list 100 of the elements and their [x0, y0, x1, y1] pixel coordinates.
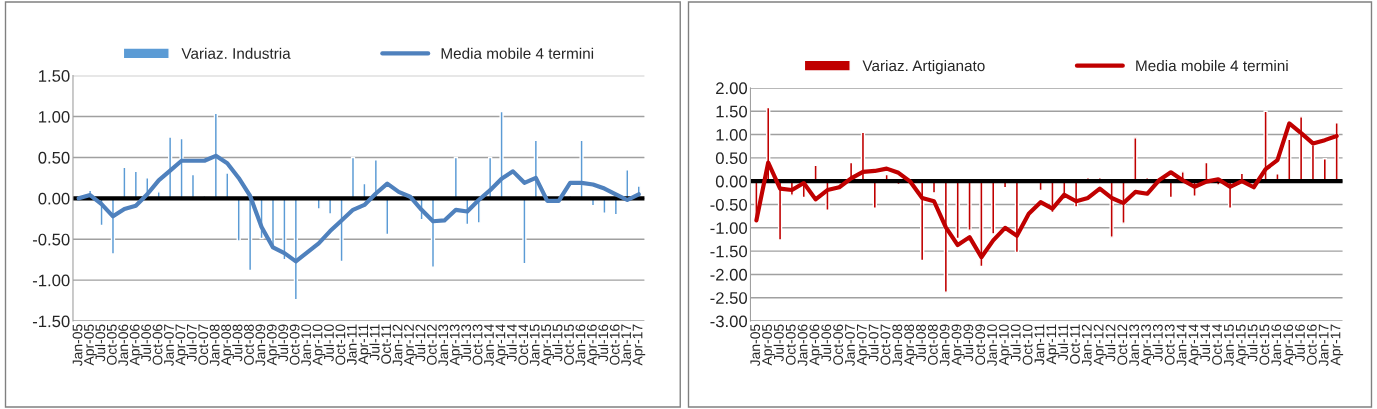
x-tick-label: Oct-15: [564, 324, 574, 365]
x-tick-label: Jul-08: [232, 324, 243, 362]
x-tick-label: Oct-14: [518, 324, 529, 365]
y-tick-label: -1.50: [710, 245, 748, 258]
legend-label: Variaz. Artigianato: [862, 59, 985, 75]
y-tick-label: -2.00: [710, 268, 748, 281]
x-tick-label: Apr-16: [1283, 324, 1296, 366]
x-tick-label: Oct-06: [152, 324, 163, 365]
x-tick-label: Jul-12: [415, 324, 426, 362]
x-tick-label: Apr-11: [1046, 324, 1059, 365]
y-tick-label: 0.50: [715, 152, 748, 165]
x-tick-label: Jul-07: [186, 324, 197, 362]
x-tick-label: Apr-08: [221, 324, 234, 366]
x-tick-label: Oct-15: [1259, 324, 1270, 365]
x-tick-label: Apr-07: [175, 324, 189, 366]
x-tick-label: Jul-05: [95, 324, 106, 362]
y-tick-label: 0.00: [715, 175, 748, 188]
x-tick-label: Apr-14: [1188, 324, 1202, 366]
x-tick-label: Apr-15: [1235, 324, 1249, 366]
x-tick-label: Apr-16: [586, 324, 600, 366]
x-tick-label: Jul-11: [1057, 324, 1069, 361]
x-tick-label: Oct-11: [1070, 324, 1080, 364]
x-tick-label: Jan-13: [1129, 324, 1140, 367]
x-tick-label: Apr-06: [809, 324, 823, 366]
x-tick-label: Oct-09: [289, 324, 300, 365]
y-tick-label: 0.50: [38, 151, 70, 164]
x-tick-label: Oct-05: [106, 324, 117, 365]
x-tick-label: Jan-10: [301, 324, 312, 367]
x-tick-label: Jul-14: [1199, 324, 1211, 362]
x-tick-label: Jul-13: [1152, 324, 1163, 362]
x-tick-label: Apr-13: [1141, 324, 1154, 366]
x-tick-label: Jul-08: [915, 324, 926, 362]
x-tick-label: Jan-14: [484, 324, 494, 367]
x-tick-label: Apr-08: [904, 324, 917, 366]
x-tick-label: Jul-12: [1105, 324, 1116, 362]
x-tick-label: Jul-16: [1294, 324, 1305, 362]
x-tick-label: Jan-15: [1224, 324, 1234, 367]
x-tick-label: Oct-11: [381, 324, 392, 364]
x-tick-label: Apr-05: [84, 324, 97, 366]
y-tick-label: 2.00: [716, 82, 748, 95]
x-tick-label: Jul-10: [1010, 324, 1021, 362]
x-tick-label: Jan-11: [1034, 324, 1045, 366]
y-tick-label: -1.00: [710, 222, 748, 235]
x-tick-label: Oct-10: [335, 324, 346, 365]
x-tick-label: Jul-09: [277, 324, 289, 362]
x-tick-label: Oct-06: [833, 324, 844, 365]
x-tick-label: Jan-17: [621, 324, 632, 367]
x-tick-label: Oct-13: [472, 324, 483, 365]
x-tick-label: Jul-11: [369, 324, 380, 361]
x-tick-label: Oct-07: [880, 324, 891, 365]
x-tick-label: Jan-06: [118, 324, 129, 367]
x-tick-label: Jul-05: [773, 324, 784, 362]
x-tick-label: Jan-09: [255, 324, 266, 367]
x-tick-label: Oct-16: [609, 324, 620, 365]
legend-label: Variaz. Industria: [181, 47, 291, 59]
x-tick-label: Jul-09: [963, 324, 974, 362]
x-tick-label: Jan-08: [209, 324, 220, 367]
y-tick-label: 1.00: [39, 110, 70, 123]
y-tick-label: -1.50: [32, 315, 70, 328]
x-tick-label: Apr-07: [856, 324, 870, 366]
x-tick-label: Oct-12: [426, 324, 437, 365]
y-tick-label: -0.50: [710, 198, 748, 211]
x-tick-label: Jan-08: [892, 324, 903, 367]
x-tick-label: Apr-09: [951, 324, 965, 366]
legend-label: Media mobile 4 termini: [441, 47, 594, 59]
x-tick-label: Jan-09: [939, 324, 950, 367]
x-tick-label: Jan-07: [845, 324, 855, 367]
x-tick-label: Oct-09: [975, 324, 986, 365]
x-tick-label: Oct-16: [1306, 324, 1317, 365]
y-tick-label: 1.00: [716, 128, 748, 141]
x-tick-label: Oct-14: [1212, 324, 1222, 365]
x-tick-label: Jul-15: [552, 324, 563, 362]
x-tick-label: Apr-12: [404, 324, 417, 366]
x-tick-label: Jan-12: [392, 324, 403, 367]
y-tick-label: -1.00: [32, 274, 70, 287]
x-tick-label: Jul-07: [868, 324, 879, 362]
x-tick-label: Oct-13: [1164, 324, 1175, 365]
x-tick-label: Apr-05: [762, 324, 775, 366]
x-tick-label: Apr-09: [266, 324, 280, 366]
x-tick-label: Oct-05: [785, 324, 796, 365]
x-tick-label: Jan-10: [987, 324, 997, 367]
x-tick-label: Oct-12: [1117, 324, 1128, 365]
x-tick-label: Jan-11: [347, 324, 357, 366]
x-tick-label: Jul-06: [820, 324, 832, 362]
x-tick-label: Apr-11: [358, 324, 371, 365]
x-tick-label: Jan-17: [1318, 324, 1329, 367]
x-tick-label: Jul-16: [597, 324, 609, 362]
x-tick-label: Jan-12: [1081, 324, 1092, 367]
x-tick-label: Apr-15: [541, 324, 554, 366]
x-tick-label: Apr-17: [632, 324, 646, 366]
x-tick-label: Jul-15: [1247, 324, 1258, 362]
x-tick-label: Jan-05: [750, 324, 761, 367]
legend-label: Media mobile 4 termini: [1136, 59, 1288, 72]
x-tick-label: Jan-16: [1271, 324, 1282, 367]
y-tick-label: 0.00: [38, 192, 70, 205]
y-tick-label: 1.50: [716, 105, 748, 118]
x-tick-label: Apr-12: [1093, 324, 1107, 366]
x-tick-label: Oct-07: [198, 324, 209, 365]
x-tick-label: Oct-10: [1022, 324, 1033, 365]
x-tick-label: Jan-06: [797, 324, 808, 367]
